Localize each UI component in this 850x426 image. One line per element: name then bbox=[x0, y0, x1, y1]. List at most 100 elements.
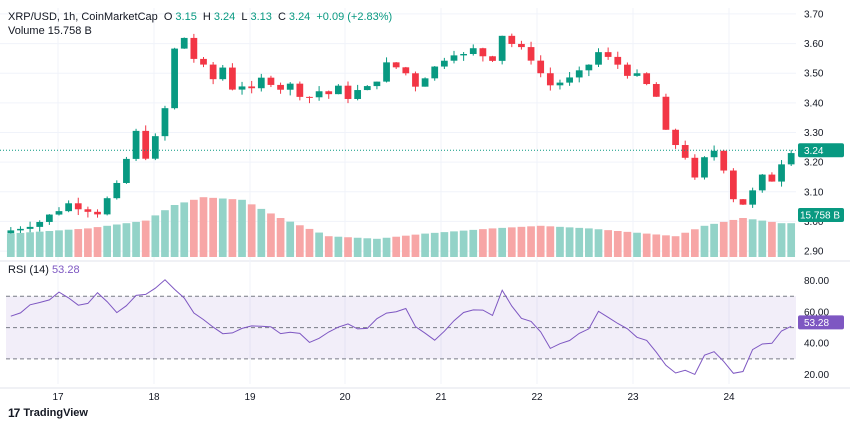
volume-bar bbox=[479, 229, 487, 257]
volume-bar bbox=[662, 235, 670, 257]
symbol-label[interactable]: XRP/USD, 1h, CoinMarketCap bbox=[8, 11, 158, 23]
candle-body bbox=[787, 153, 795, 165]
candle-body bbox=[739, 199, 747, 205]
candle-body bbox=[758, 174, 766, 191]
candle-body bbox=[681, 145, 689, 158]
time-tick-label: 24 bbox=[723, 392, 735, 403]
volume-bar bbox=[594, 229, 603, 257]
volume-bar bbox=[112, 224, 121, 257]
volume-bar bbox=[170, 205, 179, 257]
volume-bar bbox=[247, 204, 256, 257]
volume-bar bbox=[84, 228, 92, 257]
candle-body bbox=[652, 84, 660, 97]
volume-bar bbox=[45, 231, 54, 257]
volume-bar bbox=[16, 232, 25, 257]
candle-body bbox=[267, 77, 275, 85]
candle-body bbox=[614, 56, 622, 65]
volume-bar bbox=[382, 237, 391, 257]
candle-body bbox=[248, 86, 256, 89]
candle-body bbox=[113, 182, 121, 199]
candle-body bbox=[354, 90, 362, 99]
volume-bar bbox=[286, 221, 295, 257]
volume-bar bbox=[700, 225, 709, 257]
candle-body bbox=[672, 129, 679, 146]
candle-body bbox=[151, 136, 159, 159]
candle-body bbox=[257, 77, 265, 89]
candle-body bbox=[768, 174, 776, 182]
volume-bar bbox=[305, 228, 314, 257]
candle-body bbox=[17, 228, 24, 231]
candle-body bbox=[546, 73, 554, 86]
candle-body bbox=[219, 67, 227, 80]
time-tick-label: 21 bbox=[435, 392, 447, 403]
close-label: C bbox=[277, 11, 286, 23]
volume-bar bbox=[151, 215, 160, 257]
high-label: H bbox=[202, 11, 211, 23]
tradingview-name: TradingView bbox=[23, 407, 88, 419]
candle-body bbox=[643, 73, 651, 85]
volume-bar bbox=[488, 228, 497, 257]
volume-bar bbox=[35, 231, 44, 257]
volume-bar bbox=[74, 229, 83, 257]
rsi-label[interactable]: RSI (14) bbox=[8, 264, 49, 276]
tradingview-brand[interactable]: 17 TradingView bbox=[8, 406, 88, 420]
candle-body bbox=[710, 150, 718, 158]
price-legend: XRP/USD, 1h, CoinMarketCap O 3.15 H 3.24 L… bbox=[8, 11, 395, 23]
volume-bar bbox=[719, 221, 728, 257]
price-tick-label: 2.90 bbox=[804, 247, 824, 258]
price-tick-label: 3.10 bbox=[804, 187, 824, 198]
rsi-tick-label: 60.00 bbox=[804, 307, 829, 318]
volume-bar bbox=[671, 236, 680, 257]
candle-body bbox=[585, 64, 593, 71]
candle-body bbox=[749, 190, 757, 205]
last-price-badge bbox=[798, 143, 844, 158]
volume-bar bbox=[450, 231, 458, 257]
volume-bar bbox=[565, 227, 574, 257]
candle-body bbox=[7, 230, 15, 234]
rsi-tick-label: 20.00 bbox=[804, 370, 829, 381]
candle-body bbox=[527, 47, 535, 61]
candle-body bbox=[132, 130, 140, 159]
rsi-line bbox=[10, 279, 792, 376]
volume-bar bbox=[642, 233, 651, 257]
candle-body bbox=[315, 91, 323, 98]
volume-bar bbox=[652, 234, 661, 257]
time-tick-label: 23 bbox=[627, 392, 639, 403]
candle-body bbox=[74, 203, 82, 210]
candle-body bbox=[498, 35, 506, 61]
volume-bar bbox=[421, 233, 429, 257]
volume-bar bbox=[633, 232, 641, 257]
candle-body bbox=[595, 52, 602, 65]
volume-bar bbox=[768, 221, 776, 257]
tradingview-logo-icon: 17 bbox=[8, 406, 20, 420]
low-label: L bbox=[241, 11, 248, 23]
time-tick-label: 18 bbox=[148, 392, 160, 403]
volume-bar bbox=[218, 198, 227, 257]
volume-bar bbox=[353, 237, 362, 257]
candle-body bbox=[508, 35, 516, 44]
volume-bar bbox=[209, 197, 217, 257]
candle-body bbox=[469, 48, 477, 55]
volume-bar bbox=[623, 231, 632, 257]
volume-bar bbox=[527, 226, 535, 257]
candle-body bbox=[720, 150, 728, 171]
candle-body bbox=[383, 62, 390, 82]
candle-body bbox=[142, 130, 150, 159]
candle-body bbox=[489, 56, 496, 61]
volume-bar bbox=[334, 236, 343, 257]
candle-body bbox=[778, 164, 785, 182]
volume-label[interactable]: Volume bbox=[8, 25, 45, 37]
price-tick-label: 3.50 bbox=[804, 69, 824, 80]
candle-body bbox=[65, 203, 72, 212]
candle-body bbox=[518, 43, 525, 48]
candle-body bbox=[450, 55, 458, 61]
volume-bar bbox=[276, 218, 285, 257]
candle-body bbox=[84, 209, 92, 212]
volume-bar bbox=[613, 231, 622, 257]
rsi-tick-label: 40.00 bbox=[804, 339, 829, 350]
time-tick-label: 20 bbox=[339, 392, 351, 403]
volume-bar bbox=[93, 227, 102, 257]
rsi-value: 53.28 bbox=[52, 264, 80, 276]
volume-bar bbox=[55, 230, 63, 257]
